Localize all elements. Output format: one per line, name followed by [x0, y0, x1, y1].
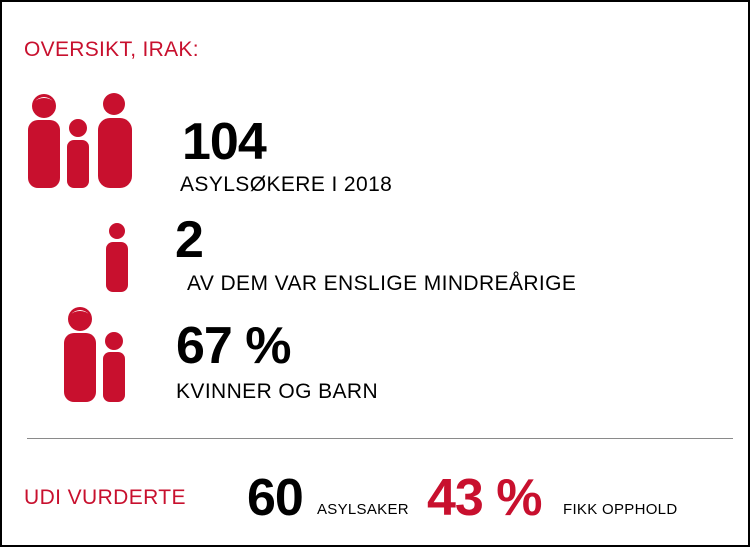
udi-label: UDI VURDERTE [24, 486, 186, 509]
family-group-icon [28, 93, 132, 188]
woman-child-icon [64, 307, 125, 402]
stat-label-minors: AV DEM VAR ENSLIGE MINDREÅRIGE [187, 272, 577, 295]
stat-label-applicants: ASYLSØKERE I 2018 [180, 173, 393, 196]
cases-label: ASYLSAKER [317, 501, 409, 518]
stat-value-women-children: 67 % [176, 317, 292, 375]
page-title: OVERSIKT, IRAK: [24, 38, 199, 61]
granted-value: 43 % [427, 469, 543, 527]
divider [27, 438, 733, 439]
stat-value-minors: 2 [175, 211, 204, 269]
granted-label: FIKK OPPHOLD [563, 501, 678, 518]
child-icon [106, 223, 128, 292]
stat-label-women-children: KVINNER OG BARN [176, 380, 379, 403]
stat-value-applicants: 104 [182, 113, 267, 171]
cases-value: 60 [247, 469, 304, 527]
